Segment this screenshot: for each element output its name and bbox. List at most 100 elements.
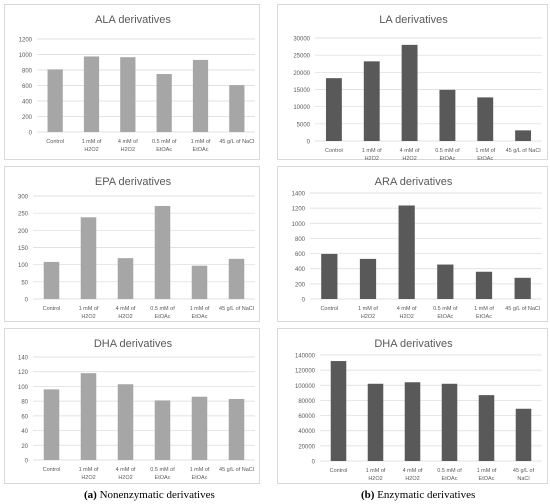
y-tick-label: 20 — [21, 444, 28, 450]
x-tick-label-line: EtOAc — [437, 314, 453, 320]
x-tick-label: 1 mM of H2O2 — [358, 306, 378, 320]
chart-title: DHA derivatives — [94, 338, 173, 350]
y-tick-label: 800 — [295, 237, 306, 243]
bar-6 — [514, 277, 531, 299]
x-tick-label-line: 0.5 mM of — [152, 139, 177, 145]
y-tick-label: 1000 — [292, 222, 306, 228]
chart-panel-dha-nonenzymatic: DHA derivatives 0 20 40 60 80 100 120 140 Control… — [4, 328, 260, 484]
caption-a-label: (a) — [84, 489, 97, 501]
bar-3 — [404, 382, 421, 461]
x-tick-label-line: 45 g/L of NaCl — [506, 148, 541, 154]
y-tick-label: 600 — [295, 252, 306, 258]
chart-title: EPA derivatives — [95, 176, 172, 188]
x-tick-label-line: 4 mM of — [400, 148, 420, 154]
y-tick-label: 400 — [295, 267, 306, 273]
chart-title: LA derivatives — [379, 14, 448, 26]
y-tick-label: 200 — [295, 282, 306, 288]
x-tick-label: 4 mM of H2O2 — [118, 139, 138, 153]
bar-6 — [228, 398, 245, 460]
x-tick-label-line: 1 mM of — [358, 306, 378, 312]
bar-3 — [117, 384, 134, 460]
chart-svg-dha-nonenzymatic: DHA derivatives 0 20 40 60 80 100 120 140 Control… — [18, 338, 255, 481]
bar-5 — [192, 59, 209, 132]
y-tick-label: 30000 — [293, 37, 310, 43]
bar-5 — [477, 97, 494, 141]
y-tick-label: 400 — [22, 100, 33, 106]
x-tick-label-line: 4 mM of — [118, 139, 138, 145]
y-tick-label: 200 — [22, 115, 33, 121]
x-tick-label: 0.5 mM of EtOAc — [435, 148, 460, 161]
y-tick-label: 0 — [25, 298, 29, 304]
x-tick-label-line: 45 g/L of NaCl — [219, 467, 254, 473]
x-tick-label-line: EtOAc — [476, 314, 492, 320]
chart-title: DHA derivatives — [374, 338, 453, 350]
bar-3 — [117, 258, 134, 299]
x-tick-label: 45 g/L of NaCl — [505, 306, 540, 312]
y-tick-label: 80000 — [298, 399, 315, 405]
x-tick-label-line: 1 mM of — [474, 306, 494, 312]
x-tick-label: 1 mM of EtOAc — [475, 148, 495, 161]
y-tick-label: 50 — [21, 280, 28, 286]
x-tick-label-line: 1 mM of — [82, 139, 102, 145]
x-tick-label-line: EtOAc — [155, 475, 171, 481]
x-tick-label: 0.5 mM of EtOAc — [150, 467, 175, 481]
y-tick-label: 60 — [21, 414, 28, 420]
x-tick-label-line: 4 mM of — [403, 468, 423, 474]
x-tick-label-line: 0.5 mM of — [435, 148, 460, 154]
bar-2 — [80, 373, 97, 460]
x-tick-label: Control — [320, 306, 338, 312]
bar-1 — [321, 253, 338, 299]
bar-5 — [478, 395, 495, 461]
bar-1 — [43, 389, 60, 460]
x-tick-label: 45 g/L of NaCl — [506, 148, 541, 154]
chart-svg-ara: ARA derivatives 0 200 400 600 800 1000 1200 1400… — [292, 176, 542, 320]
x-tick-label-line: 1 mM of — [190, 306, 210, 312]
y-tick-label: 300 — [18, 195, 29, 201]
chart-panel-ala: ALA derivatives 0 200 400 600 800 1000 1200 Cont… — [4, 4, 260, 160]
x-tick-label-line: 45 g/L of NaCl — [219, 139, 254, 145]
bar-3 — [120, 57, 136, 132]
x-tick-label-line: 45 g/L of NaCl — [505, 306, 540, 312]
x-tick-label: 45 g/L of NaCl — [219, 306, 254, 312]
bar-1 — [325, 78, 342, 141]
bar-5 — [191, 265, 208, 299]
x-tick-label: 0.5 mM of EtOAc — [433, 306, 458, 320]
y-tick-label: 80 — [21, 400, 28, 406]
x-tick-label: 0.5 mM of EtOAc — [437, 468, 462, 482]
x-tick-label: 0.5 mM of EtOAc — [152, 139, 177, 153]
x-tick-label: 45 g/L of NaCl — [513, 468, 535, 482]
y-tick-label: 150 — [18, 246, 29, 252]
x-tick-label: 4 mM of H2O2 — [400, 148, 420, 161]
x-tick-label: 1 mM of H2O2 — [79, 467, 99, 481]
bar-1 — [330, 361, 347, 461]
x-tick-label-line: Control — [46, 139, 64, 145]
y-tick-label: 40000 — [298, 429, 315, 435]
y-tick-label: 20000 — [298, 444, 315, 450]
y-tick-label: 10000 — [293, 105, 310, 111]
y-tick-label: 140 — [18, 356, 29, 362]
x-tick-label: 4 mM of H2O2 — [116, 306, 136, 320]
chart-panel-epa: EPA derivatives 0 50 100 150 200 250 300 Control… — [4, 166, 260, 322]
bar-6 — [515, 408, 532, 461]
x-tick-label-line: EtOAc — [155, 314, 171, 320]
y-tick-label: 250 — [18, 212, 29, 218]
x-tick-label: 4 mM of H2O2 — [116, 467, 136, 481]
x-tick-label-line: H2O2 — [81, 314, 95, 320]
x-tick-label-line: 1 mM of — [477, 468, 497, 474]
chart-svg-ala: ALA derivatives 0 200 400 600 800 1000 1200 Cont… — [19, 14, 255, 153]
x-tick-label-line: 1 mM of — [191, 139, 211, 145]
x-tick-label: 1 mM of EtOAc — [190, 467, 210, 481]
chart-svg-epa: EPA derivatives 0 50 100 150 200 250 300 Control… — [18, 176, 255, 320]
x-tick-label: 0.5 mM of EtOAc — [150, 306, 175, 320]
chart-panel-dha-enzymatic: DHA derivatives 0 20000 40000 60000 80000 1000… — [277, 328, 548, 484]
x-tick-label-line: 1 mM of — [79, 467, 99, 473]
x-tick-label-line: H2O2 — [84, 147, 98, 153]
bar-2 — [83, 56, 100, 132]
y-tick-label: 140000 — [295, 354, 316, 360]
x-tick-label-line: 4 mM of — [397, 306, 417, 312]
bar-2 — [367, 383, 384, 461]
x-tick-label-line: H2O2 — [118, 475, 132, 481]
bar-4 — [441, 383, 458, 461]
caption-b-text: Enzymatic derivatives — [374, 489, 476, 501]
x-tick-label: 1 mM of H2O2 — [362, 148, 382, 161]
